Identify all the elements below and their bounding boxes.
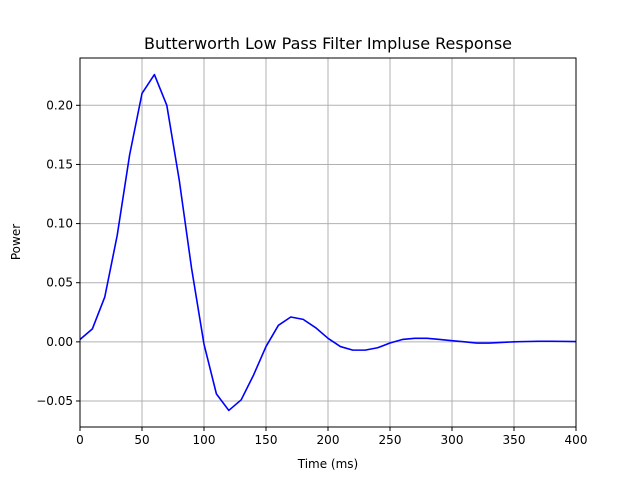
x-axis: 0 50 100 150 200 250 300 350 400 [76,427,587,447]
x-tick-label: 200 [317,433,340,447]
x-tick-label: 150 [255,433,278,447]
x-tick-label: 350 [503,433,526,447]
y-tick-label: 0.20 [46,98,73,112]
y-axis: −0.05 0.00 0.05 0.10 0.15 0.20 [36,98,80,408]
x-tick-label: 50 [134,433,149,447]
y-tick-label: 0.10 [46,217,73,231]
y-tick-label: −0.05 [36,394,73,408]
x-tick-label: 300 [441,433,464,447]
series-group [79,73,577,412]
x-tick-label: 400 [565,433,588,447]
x-axis-label: Time (ms) [297,457,359,471]
y-tick-label: 0.00 [46,335,73,349]
grid-lines [79,58,577,427]
y-axis-label: Power [9,224,23,260]
y-tick-label: 0.15 [46,157,73,171]
x-tick-label: 250 [379,433,402,447]
chart-title: Butterworth Low Pass Filter Impluse Resp… [144,34,512,53]
y-tick-label: 0.05 [46,276,73,290]
x-tick-label: 0 [76,433,84,447]
x-tick-label: 100 [193,433,216,447]
series-line [79,73,577,412]
